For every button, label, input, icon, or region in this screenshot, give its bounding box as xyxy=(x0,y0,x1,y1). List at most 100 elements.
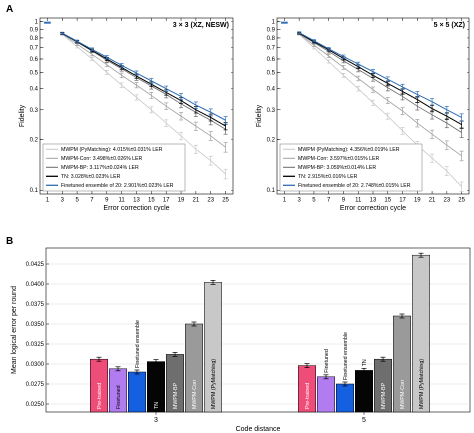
y-tick-label: 0.5 xyxy=(267,70,276,76)
y-tick-label: 0.0400 xyxy=(26,282,45,288)
x-tick-label: 1 xyxy=(283,198,287,204)
bar-label: Finetuned xyxy=(324,349,330,373)
series-line xyxy=(298,32,462,118)
bar-label: Pre-trained xyxy=(97,383,103,409)
bar xyxy=(355,370,373,413)
x-tick-label: 9 xyxy=(342,198,346,204)
fidelity-chart-3x3: 10.90.80.70.60.50.40.30.20.11 3 5 7 9 11 13 15 1… xyxy=(19,17,234,212)
y-tick-label: 0.2 xyxy=(267,137,276,143)
y-tick-label: 1 xyxy=(272,20,276,26)
y-tick-label: 0.9 xyxy=(30,27,39,33)
x-tick-label: 11 xyxy=(119,198,126,204)
x-tick-label: 15 xyxy=(384,198,391,204)
bar-label: MWPM (PyMatching) xyxy=(211,359,217,409)
x-tick-label: 17 xyxy=(399,198,406,204)
y-tick-label: 0.0300 xyxy=(26,362,45,368)
legend-entry: MWPM (PyMatching): 4.015%±0.031% LER xyxy=(61,147,163,153)
y-tick-label: 0.1 xyxy=(30,188,39,194)
x-tick-label: 25 xyxy=(458,198,465,204)
x-tick-label: 5 xyxy=(312,198,316,204)
y-tick-label: 0.8 xyxy=(30,36,39,42)
bar-label: TN xyxy=(362,359,368,366)
x-tick-label: 23 xyxy=(444,198,451,204)
y-tick-label: 1 xyxy=(35,20,39,26)
bar xyxy=(336,383,354,413)
y-tick-label: 0.4 xyxy=(30,87,39,93)
bar-label: TN xyxy=(154,402,160,409)
x-tick-label: 3 xyxy=(297,198,301,204)
bar-label: MWPM-BP xyxy=(173,382,179,409)
bar-label: Finetuned ensemble xyxy=(343,332,349,380)
x-tick-label: 21 xyxy=(429,198,436,204)
y-tick-label: 0.0275 xyxy=(26,382,45,388)
legend-entry: MWPM-Corr: 3.597%±0.015% LER xyxy=(298,156,380,162)
x-tick-label: 17 xyxy=(163,198,170,204)
series-line xyxy=(298,34,462,187)
series-line xyxy=(298,32,462,126)
bar-label: MWPM-Corr xyxy=(192,379,198,409)
series-line xyxy=(298,33,462,133)
bar xyxy=(317,376,335,413)
series-line xyxy=(62,32,226,121)
chart-title: 3 × 3 (XZ, NESW) xyxy=(173,22,229,29)
x-tick-label: 13 xyxy=(370,198,377,204)
y-tick-label: 0.3 xyxy=(30,108,39,114)
x-tick-label: 15 xyxy=(148,198,155,204)
fidelity-chart-5x5: 10.90.80.70.60.50.40.30.20.11 3 5 7 9 11 13 15 1… xyxy=(256,17,470,212)
x-axis-label: Code distance xyxy=(236,426,281,433)
y-tick-label: 0.0250 xyxy=(26,402,45,408)
x-tick-label: 13 xyxy=(133,198,140,204)
bar-label: MWPM-Corr xyxy=(400,379,406,409)
bar-label: Finetuned xyxy=(116,385,122,409)
x-tick-label: 7 xyxy=(90,198,94,204)
y-tick-label: 0.5 xyxy=(30,70,39,76)
series-line xyxy=(298,33,462,157)
x-tick-label: 3 xyxy=(61,198,65,204)
bar-label: MWPM (PyMatching) xyxy=(419,359,425,409)
y-tick-label: 0.6 xyxy=(267,57,276,63)
legend-entry: Finetuned ensemble of 20: 2.748%±0.015% … xyxy=(298,183,411,189)
y-tick-label: 0.7 xyxy=(267,46,276,52)
legend-box xyxy=(42,143,186,192)
logical-error-bar-chart: 0.0250 0.0275 0.0300 0.0325 0.0350 0.0375 0.04… xyxy=(11,247,471,433)
x-tick-label: 1 xyxy=(46,198,50,204)
legend-entry: Finetuned ensemble of 20: 2.901%±0.023% … xyxy=(61,183,174,189)
bar xyxy=(128,371,146,413)
x-tick-label: 23 xyxy=(207,198,214,204)
x-axis-label: Error correction cycle xyxy=(103,205,169,212)
x-tick-label: 19 xyxy=(414,198,421,204)
legend-entry: MWPM (PyMatching): 4.356%±0.019% LER xyxy=(298,147,400,153)
y-tick-label: 0.8 xyxy=(267,36,276,42)
x-tick-label: 5 xyxy=(362,417,366,424)
x-tick-label: 21 xyxy=(193,198,200,204)
series-line xyxy=(62,33,226,148)
y-tick-label: 0.0325 xyxy=(26,342,45,348)
panel-b-letter: B xyxy=(6,236,13,247)
x-tick-label: 9 xyxy=(105,198,109,204)
legend-entry: MWPM-Corr: 3.498%±0.026% LER xyxy=(61,156,143,162)
x-tick-label: 19 xyxy=(178,198,185,204)
chart-title: 5 × 5 (XZ) xyxy=(434,22,465,29)
bar-label: MWPM-BP xyxy=(381,382,387,409)
panel-a-letter: A xyxy=(6,4,13,15)
y-tick-label: 0.0425 xyxy=(26,262,45,268)
x-tick-label: 5 xyxy=(75,198,79,204)
x-tick-label: 25 xyxy=(222,198,229,204)
legend-entry: MWPM-BP: 3.117%±0.024% LER xyxy=(61,165,139,171)
y-tick-label: 0.0350 xyxy=(26,322,45,328)
y-tick-label: 0.9 xyxy=(267,27,276,33)
y-tick-label: 0.0375 xyxy=(26,302,45,308)
y-axis-label: Fidelity xyxy=(256,104,263,127)
legend-entry: TN: 3.028%±0.023% LER xyxy=(61,174,121,180)
x-tick-label: 11 xyxy=(355,198,362,204)
y-tick-label: 0.4 xyxy=(267,87,276,93)
y-tick-label: 0.2 xyxy=(30,137,39,143)
series-line xyxy=(62,33,226,127)
bar-label: Finetuned ensemble xyxy=(135,320,141,368)
x-tick-label: 3 xyxy=(154,417,158,424)
legend-box xyxy=(279,143,423,192)
y-axis-label: Mean logical error per round xyxy=(11,286,18,374)
series-line xyxy=(62,34,226,175)
y-tick-label: 0.6 xyxy=(30,57,39,63)
